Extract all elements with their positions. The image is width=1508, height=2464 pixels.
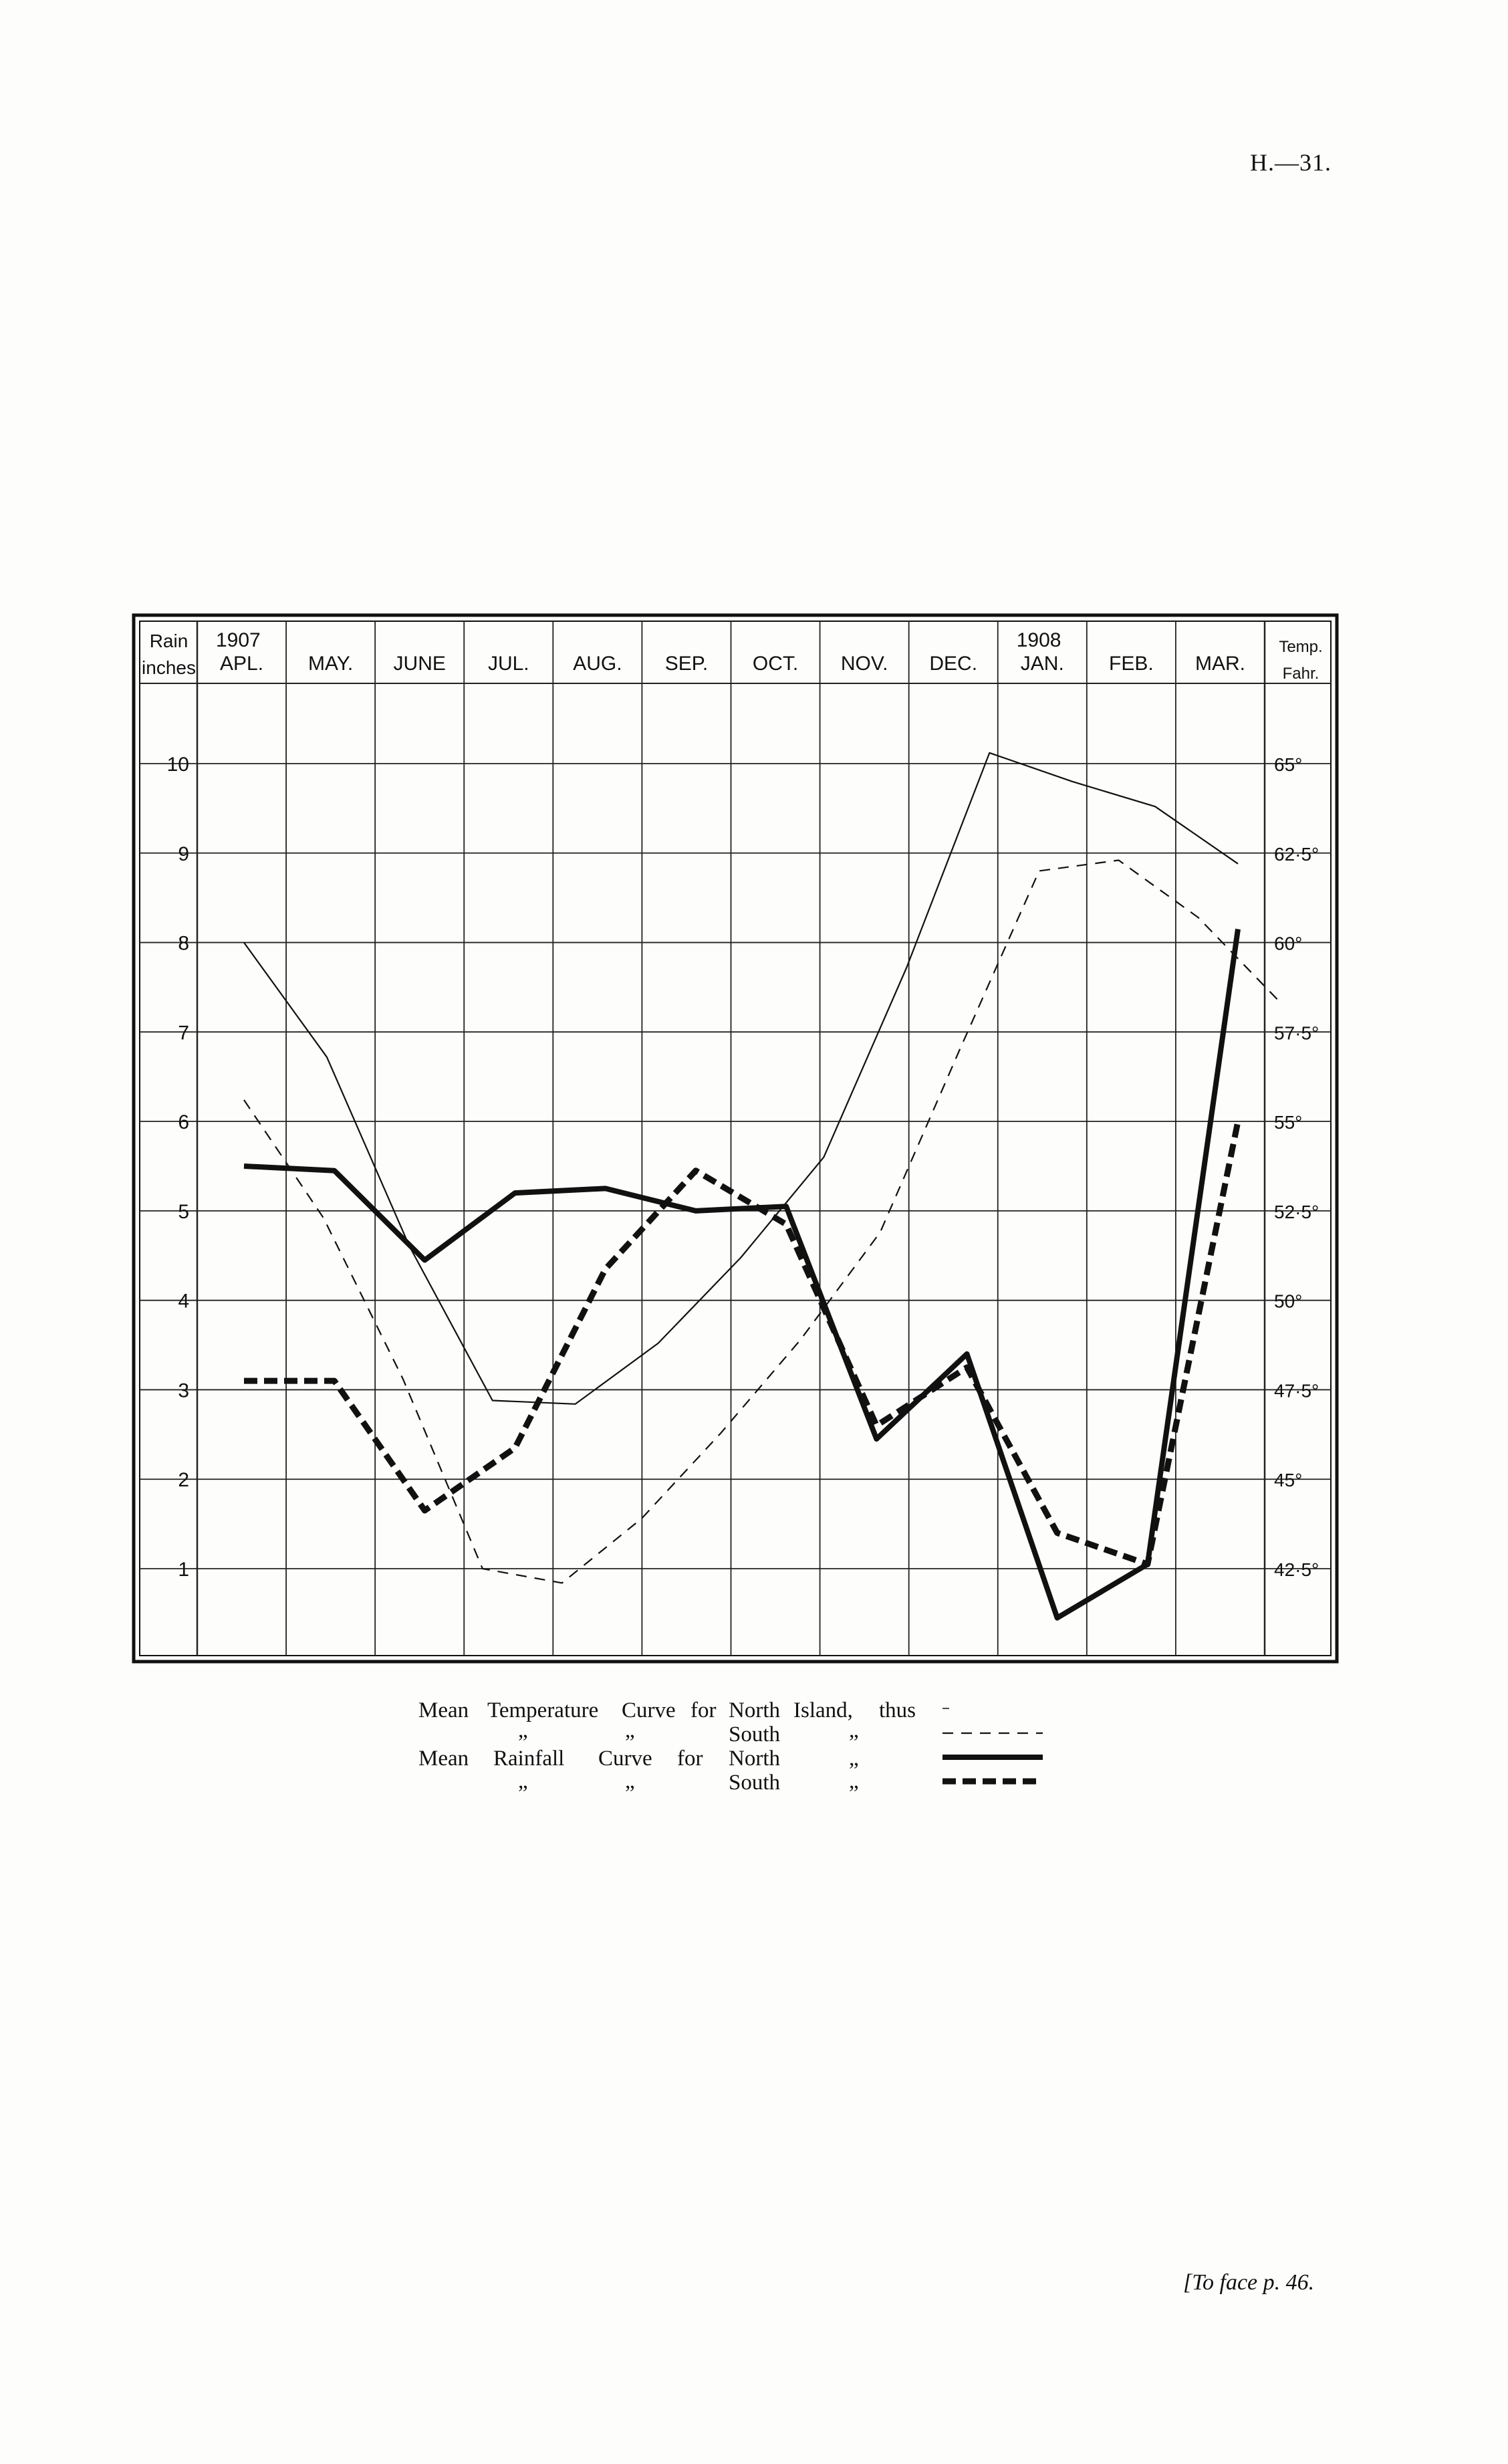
chart-frame-inner (139, 621, 1332, 1656)
right-axis-label-line2: Fahr. (1283, 665, 1320, 683)
rain-tick-label: 6 (178, 1111, 189, 1133)
month-label: JUNE (394, 653, 446, 675)
chart-frame-outer (132, 613, 1339, 1664)
month-label: JUL. (488, 653, 529, 675)
legend-row3-word2: Rainfall (493, 1747, 565, 1771)
rain-tick-label: 5 (178, 1201, 189, 1223)
legend-row3-ditto: „ (849, 1747, 859, 1771)
right-axis-label-line1: Temp. (1279, 638, 1322, 656)
rain-tick-label: 4 (178, 1291, 189, 1313)
legend-row1-word3: Curve (622, 1698, 676, 1722)
legend-row1-word4: for (690, 1698, 717, 1722)
rain-tick-label: 8 (178, 933, 189, 955)
page-number: H.—31. (1250, 149, 1332, 176)
temp-tick-label: 47·5° (1274, 1380, 1319, 1401)
series-line-1 (243, 752, 1239, 1405)
legend-row3-word1: Mean (418, 1747, 469, 1771)
month-label: APL. (220, 653, 263, 675)
month-label: OCT. (753, 653, 798, 675)
temp-tick-label: 45° (1274, 1470, 1302, 1490)
temp-tick-label: 57·5° (1274, 1022, 1319, 1043)
legend-row3-word4: for (677, 1747, 703, 1771)
year-label: 1908 (1017, 629, 1061, 651)
month-label: FEB. (1109, 653, 1154, 675)
rain-tick-label: 9 (178, 843, 189, 865)
legend-row2-ditto3: „ (849, 1718, 859, 1743)
temp-tick-label: 52·5° (1274, 1202, 1319, 1222)
rain-tick-label: 2 (178, 1469, 189, 1491)
month-label: AUG. (573, 653, 622, 675)
temp-tick-label: 55° (1274, 1112, 1302, 1133)
temp-tick-label: 42·5° (1274, 1559, 1319, 1580)
left-axis-label-line2: inches (142, 657, 196, 678)
temp-tick-label: 62·5° (1274, 844, 1319, 865)
legend-row1-word2: Temperature (487, 1698, 599, 1722)
legend-row2-word3: South (729, 1722, 781, 1747)
left-axis-label-line1: Rain (150, 631, 188, 651)
year-label: 1907 (216, 629, 261, 651)
legend-row1-word7: thus (879, 1698, 916, 1722)
month-label: DEC. (929, 653, 977, 675)
rain-tick-label: 1 (178, 1559, 189, 1581)
rain-tick-label: 7 (178, 1022, 189, 1044)
temp-tick-label: 60° (1274, 933, 1302, 954)
rain-tick-label: 10 (167, 754, 189, 776)
month-label: SEP. (665, 653, 709, 675)
legend-row3-word3: Curve (598, 1747, 652, 1771)
temp-tick-label: 65° (1274, 754, 1302, 775)
legend-row4-ditto2: „ (625, 1769, 635, 1793)
month-label: NOV. (841, 653, 888, 675)
footer-note: [To face p. 46. (1183, 2270, 1315, 2295)
temp-tick-label: 50° (1274, 1291, 1302, 1312)
legend-row2-ditto1: „ (518, 1718, 528, 1743)
legend-row3-word5: North (729, 1747, 780, 1771)
series-line-2 (243, 859, 1279, 1584)
legend-row1-word6: Island, (793, 1698, 853, 1722)
month-label: JAN. (1021, 653, 1064, 675)
legend-row4-ditto3: „ (849, 1769, 859, 1793)
series-line-4 (244, 1121, 1241, 1567)
legend-row1-word5: North (729, 1698, 780, 1722)
month-label: MAR. (1195, 653, 1245, 675)
legend-row1-word1: Mean (418, 1698, 469, 1722)
legend-row4-word3: South (729, 1771, 781, 1795)
series-line-3 (243, 928, 1241, 1621)
legend-row4-ditto1: „ (518, 1769, 528, 1793)
legend-row2-ditto2: „ (625, 1718, 635, 1743)
month-label: MAY. (308, 653, 353, 675)
rain-tick-label: 3 (178, 1379, 189, 1402)
